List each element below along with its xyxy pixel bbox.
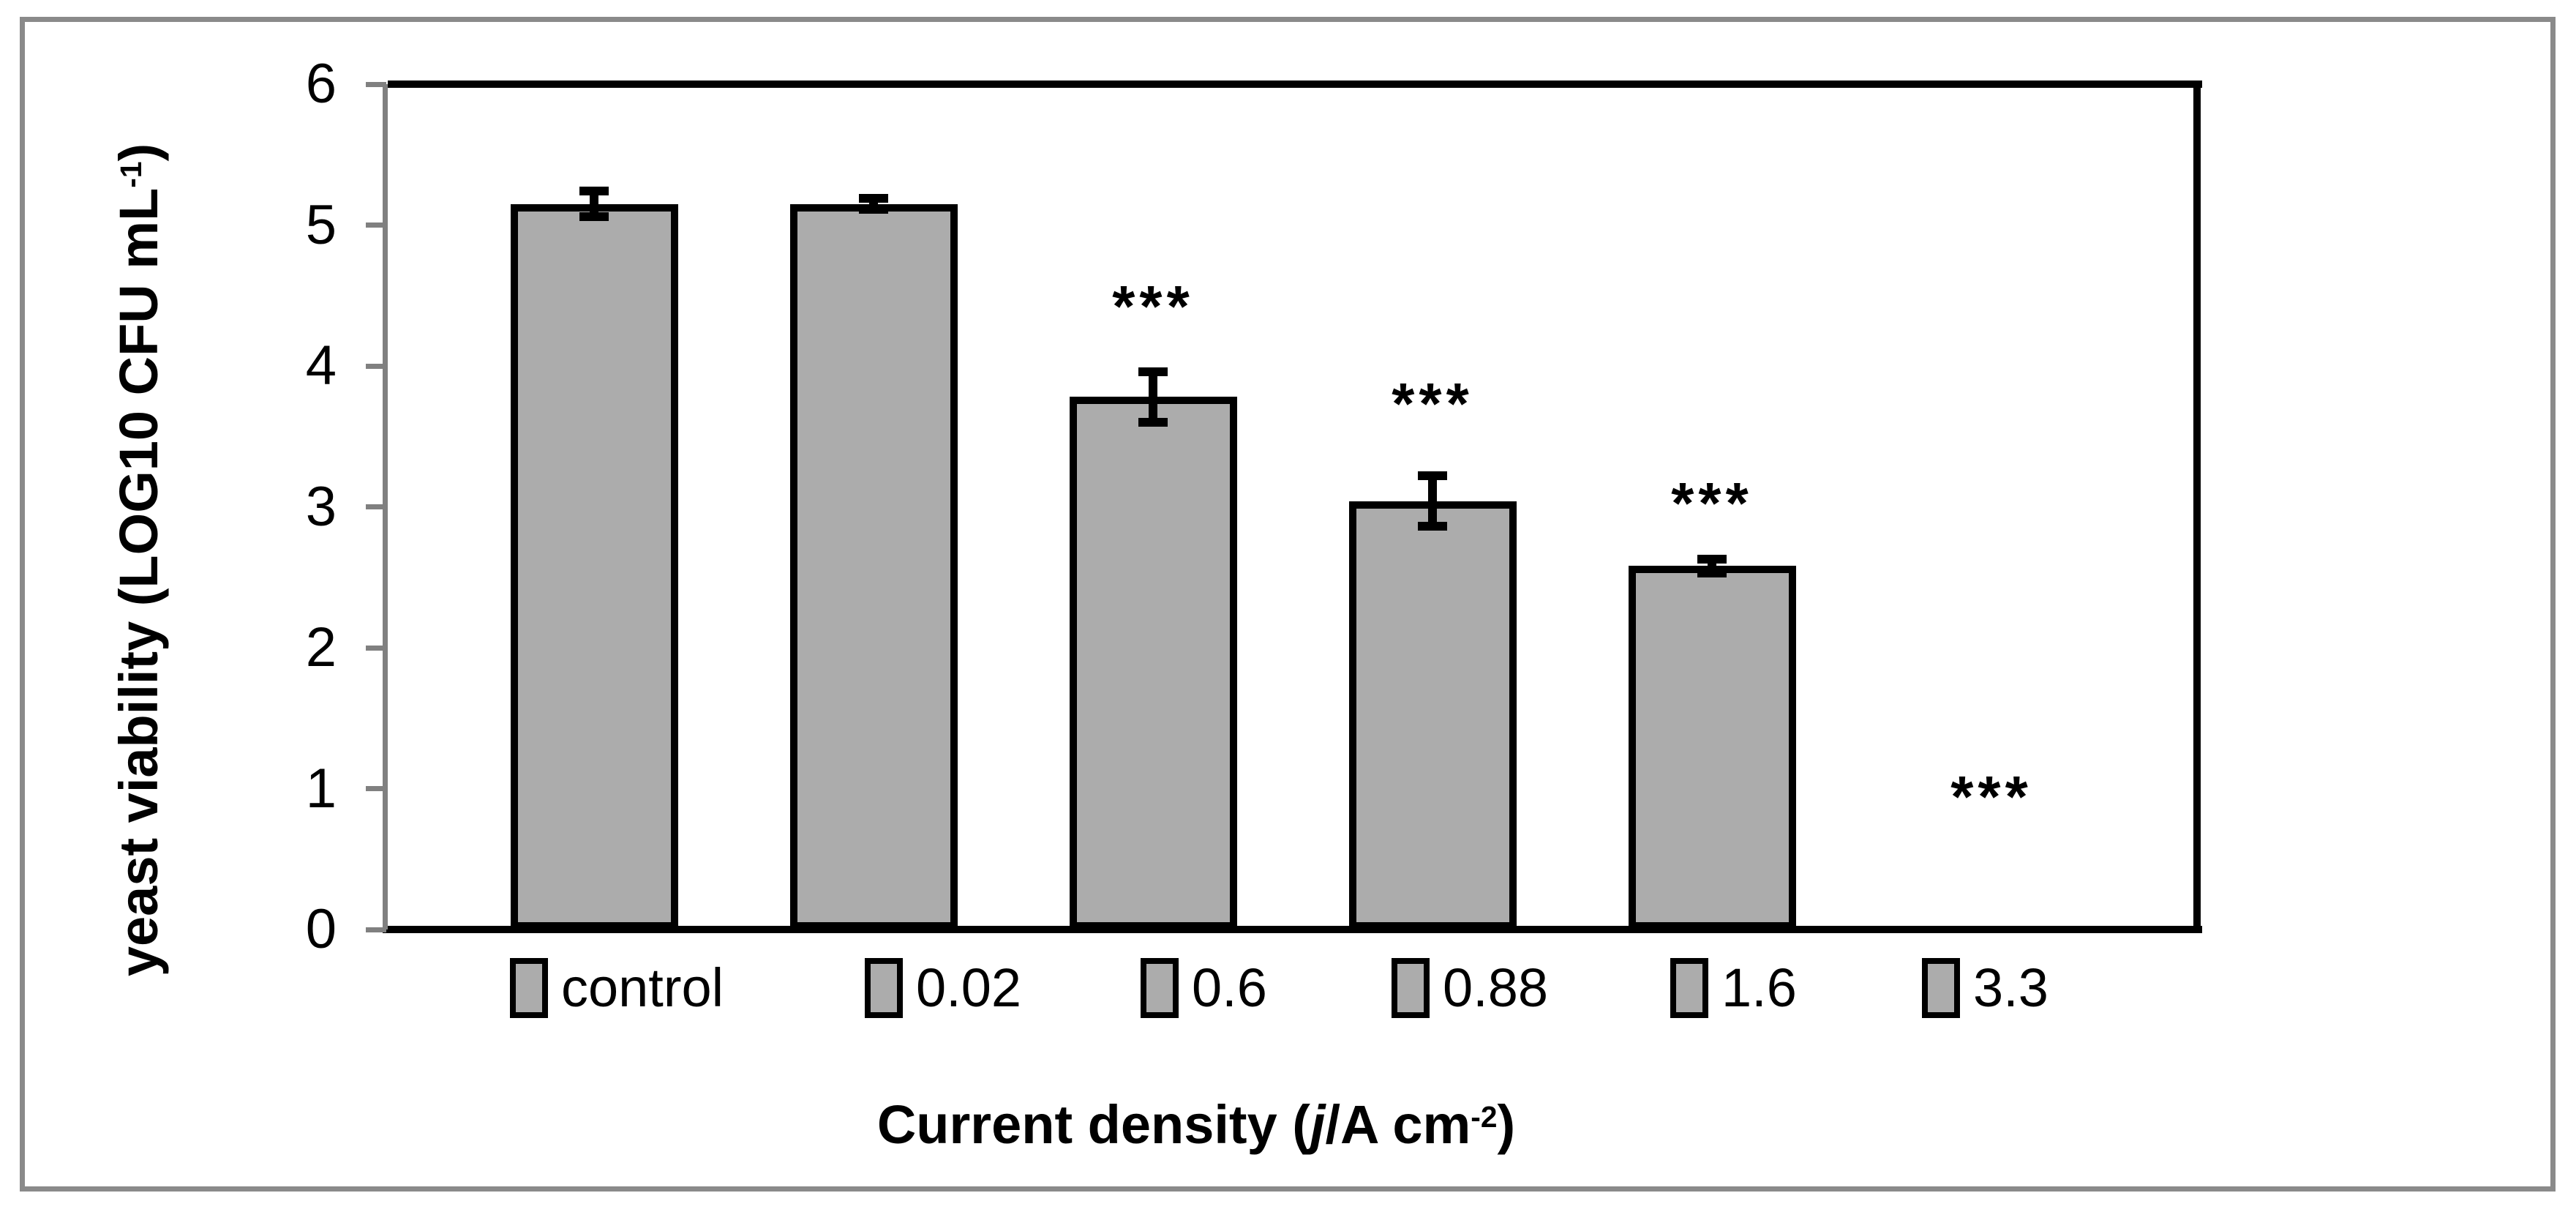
- y-tick-mark: [366, 786, 386, 791]
- error-bar-cap: [1138, 367, 1168, 376]
- significance-marker: ***: [1671, 471, 1753, 536]
- y-tick-mark: [366, 927, 386, 932]
- legend-item-label: 1.6: [1721, 957, 1797, 1018]
- error-bar-cap: [1418, 522, 1447, 531]
- error-bar-cap: [1138, 418, 1168, 427]
- x-axis-title-j: j: [1310, 1094, 1326, 1155]
- plot-area: *** *** *** ***: [383, 81, 2202, 933]
- significance-marker: ***: [1950, 763, 2032, 829]
- significance-marker: ***: [1112, 273, 1194, 339]
- legend-key-icon: [1392, 958, 1430, 1018]
- legend-item: 0.6: [1141, 956, 1267, 1020]
- legend-key-icon: [1670, 958, 1708, 1018]
- error-bar: [590, 191, 598, 217]
- figure-border: [20, 17, 2556, 1192]
- legend-item: 3.3: [1922, 956, 2049, 1020]
- y-tick-label: 6: [305, 53, 337, 115]
- x-axis-title-pre: Current density (: [876, 1094, 1310, 1155]
- legend-item: control: [510, 956, 724, 1020]
- error-bar: [1149, 371, 1157, 422]
- y-tick-label: 2: [305, 616, 337, 678]
- plot-border-top: [388, 81, 2202, 88]
- legend-item: 0.88: [1392, 956, 1548, 1020]
- y-tick-label: 4: [305, 334, 337, 397]
- bar: [1628, 566, 1796, 929]
- bar: [789, 203, 958, 929]
- error-bar-cap: [1697, 554, 1727, 564]
- y-tick-label: 5: [305, 193, 337, 256]
- bar: [510, 203, 678, 929]
- y-tick-mark: [366, 504, 386, 509]
- x-axis-title: Current density (j/A cm-2): [26, 1085, 2367, 1165]
- bar: [1069, 397, 1237, 929]
- x-axis-title-superscript: -2: [1471, 1099, 1498, 1134]
- plot-border-right: [2193, 81, 2201, 933]
- legend-key-icon: [510, 958, 548, 1018]
- y-tick-label: 3: [305, 475, 337, 538]
- legend-item-label: 3.3: [1973, 957, 2049, 1018]
- y-tick-mark: [366, 81, 386, 87]
- y-tick-label: 0: [305, 898, 337, 960]
- y-tick-mark: [366, 645, 386, 651]
- x-axis-title-mid: /A cm: [1325, 1094, 1471, 1155]
- error-bar-cap: [859, 205, 888, 214]
- legend-item: 0.02: [865, 956, 1021, 1020]
- y-tick-mark: [366, 222, 386, 228]
- y-tick-label: 1: [305, 757, 337, 820]
- error-bar-cap: [1418, 471, 1447, 481]
- y-axis-title-text: yeast viability (LOG10 CFU mL: [108, 187, 169, 977]
- bar: [1348, 501, 1517, 929]
- legend-item-label: control: [561, 957, 724, 1018]
- error-bar: [1428, 476, 1437, 527]
- significance-marker: ***: [1392, 370, 1473, 436]
- error-bar-cap: [579, 212, 609, 221]
- x-axis-line: [383, 926, 2202, 933]
- y-axis-title-superscript: -1: [113, 161, 148, 188]
- legend-item-label: 0.88: [1443, 957, 1549, 1018]
- error-bar-cap: [1697, 568, 1727, 577]
- legend-item-label: 0.6: [1192, 957, 1267, 1018]
- y-tick-mark: [366, 363, 386, 369]
- error-bar-cap: [579, 187, 609, 196]
- legend-key-icon: [1922, 958, 1960, 1018]
- error-bar-cap: [859, 193, 888, 203]
- x-axis-title-close: ): [1497, 1094, 1516, 1155]
- legend-item: 1.6: [1670, 956, 1797, 1020]
- legend-key-icon: [1141, 958, 1179, 1018]
- legend-key-icon: [865, 958, 903, 1018]
- legend-item-label: 0.02: [916, 957, 1022, 1018]
- y-axis-title-close: ): [108, 143, 169, 162]
